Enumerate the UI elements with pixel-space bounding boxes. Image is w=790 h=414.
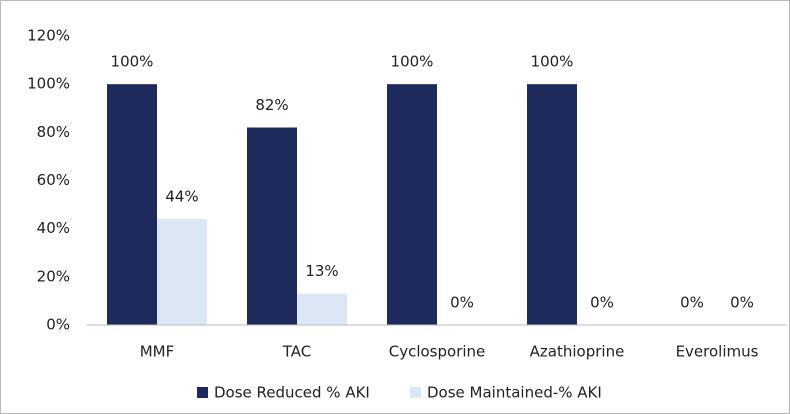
legend-swatch: [410, 387, 421, 398]
data-label: 0%: [730, 294, 754, 312]
x-tick-label: Azathioprine: [530, 343, 625, 361]
data-label: 82%: [255, 96, 288, 114]
data-label: 13%: [305, 262, 338, 280]
data-label: 0%: [450, 294, 474, 312]
data-label: 100%: [391, 53, 434, 71]
data-label: 44%: [165, 188, 198, 206]
y-tick-label: 120%: [27, 27, 70, 45]
y-tick-label: 60%: [37, 171, 70, 189]
data-label: 0%: [590, 294, 614, 312]
x-tick-label: MMF: [140, 343, 175, 361]
legend-swatch: [197, 387, 208, 398]
data-label: 0%: [680, 294, 704, 312]
bar: [107, 84, 157, 326]
data-label: 100%: [531, 53, 574, 71]
x-tick-label: TAC: [282, 343, 311, 361]
legend-label: Dose Reduced % AKI: [214, 384, 370, 402]
y-tick-label: 80%: [37, 123, 70, 141]
bar: [297, 293, 347, 325]
y-tick-label: 40%: [37, 219, 70, 237]
bar: [387, 84, 437, 326]
bar: [247, 127, 297, 326]
x-tick-label: Cyclosporine: [389, 343, 486, 361]
legend-label: Dose Maintained-% AKI: [427, 384, 602, 402]
bar: [157, 219, 207, 325]
y-tick-label: 20%: [37, 267, 70, 285]
y-tick-label: 0%: [46, 316, 70, 334]
bar: [527, 84, 577, 326]
data-label: 100%: [111, 53, 154, 71]
y-tick-label: 100%: [27, 75, 70, 93]
x-tick-label: Everolimus: [676, 343, 759, 361]
